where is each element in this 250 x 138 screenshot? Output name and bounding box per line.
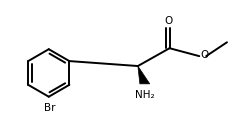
Text: O: O <box>164 16 172 26</box>
Text: O: O <box>200 50 208 60</box>
Text: NH₂: NH₂ <box>135 90 154 100</box>
Polygon shape <box>138 66 150 84</box>
Text: Br: Br <box>44 103 56 113</box>
